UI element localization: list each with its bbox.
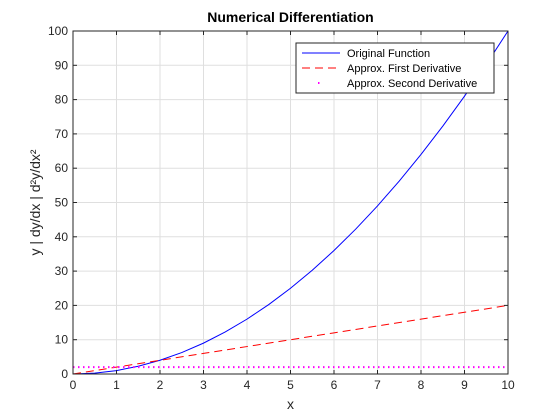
x-tick-label: 9 [461,378,468,392]
y-tick-label: 30 [55,264,69,278]
y-tick-label: 0 [61,367,68,381]
y-tick-label: 20 [55,298,69,312]
y-tick-label: 80 [55,93,69,107]
x-tick-label: 5 [287,378,294,392]
x-tick-label: 3 [200,378,207,392]
series-group [72,30,509,375]
y-tick-label: 90 [55,58,69,72]
legend-label: Approx. Second Derivative [347,78,477,90]
x-tick-label: 0 [70,378,77,392]
y-axis-label: y | dy/dx | d²y/dx² [27,149,43,255]
y-tick-label: 100 [48,24,68,38]
series-line-1 [72,30,509,375]
y-tick-label: 60 [55,161,69,175]
x-tick-label: 4 [244,378,251,392]
x-tick-label: 8 [418,378,425,392]
legend: Original Function Approx. First Derivativ… [295,42,495,94]
x-tick-label: 10 [501,378,515,392]
legend-label: Approx. First Derivative [347,63,461,75]
chart-title: Numerical Differentiation [207,9,373,25]
y-tick-label: 40 [55,230,69,244]
x-tick-label: 2 [157,378,164,392]
x-tick-label: 7 [374,378,381,392]
legend-label: Original Function [347,48,430,60]
x-tick-label: 6 [331,378,338,392]
x-axis-label: x [287,396,294,412]
y-tick-label: 10 [55,333,69,347]
x-tick-label: 1 [113,378,120,392]
y-tick-label: 70 [55,127,69,141]
series-line-2 [72,304,509,375]
y-tick-label: 50 [55,196,69,210]
